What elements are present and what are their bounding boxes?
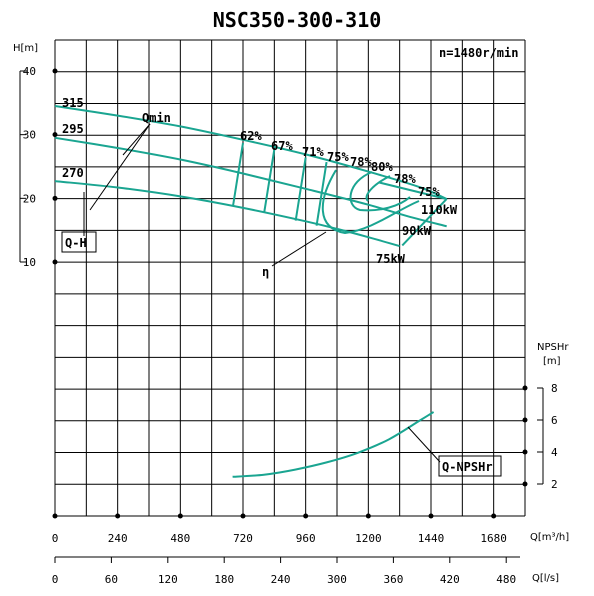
efficiency-tick: [315, 161, 328, 226]
x2-tick-label: 180: [214, 573, 234, 586]
x-tick-dot: [491, 513, 497, 519]
leader-lines: [83, 123, 441, 463]
eta-label: η: [262, 265, 269, 279]
x2-tick-label: 420: [440, 573, 460, 586]
efficiency-label-78a: 78%: [350, 155, 372, 169]
x-tick-dot: [52, 513, 58, 519]
qmin-label: Qmin: [142, 111, 171, 125]
q-h-end-connector: [378, 181, 447, 200]
q-h-box: [61, 231, 97, 253]
x-tick-dot: [115, 513, 121, 519]
efficiency-tick: [263, 149, 276, 212]
y-tick-dot: [52, 259, 58, 265]
efficiency-label-75b: 75%: [418, 185, 440, 199]
efficiency-contour-75: [321, 169, 420, 235]
x2-tick-label: 120: [158, 573, 178, 586]
efficiency-contour-78: [349, 171, 411, 212]
y2-tick-dot: [522, 385, 528, 391]
power-curve-75kw: [401, 198, 448, 247]
x-axis-label: Q[m³/h]: [530, 532, 569, 543]
y-tick-dot: [52, 195, 58, 201]
x2-axis-label: Q[l/s]: [532, 573, 559, 584]
curves: [54, 105, 448, 478]
power-label-75kw: 75kW: [376, 252, 406, 266]
y-tick-label: 10: [23, 256, 36, 269]
y2-axis-label: NPSHr: [537, 342, 569, 353]
efficiency-tick: [232, 142, 244, 207]
speed-label: n=1480r/min: [439, 46, 518, 60]
y-axis-label: H[m]: [13, 43, 38, 54]
x2-tick-label: 300: [327, 573, 347, 586]
q-npshr-label: Q-NPSHr: [442, 460, 493, 474]
y-tick-label: 30: [23, 129, 36, 142]
efficiency-label-67: 67%: [271, 139, 293, 153]
q-h-label: Q-H: [65, 236, 87, 250]
efficiency-label-71: 71%: [302, 145, 324, 159]
x-tick-label: 240: [108, 532, 128, 545]
power-label-90kw: 90kW: [402, 224, 432, 238]
y2-tick-dot: [522, 481, 528, 487]
x-tick-dot: [428, 513, 434, 519]
x2-tick-label: 480: [496, 573, 516, 586]
efficiency-contours: [321, 169, 420, 235]
y2-tick-dot: [522, 417, 528, 423]
npshr-curve: [232, 411, 435, 478]
x-tick-label: 1680: [480, 532, 507, 545]
x-tick-label: 0: [52, 532, 59, 545]
chart-title: NSC350-300-310: [213, 8, 382, 32]
x2-tick-label: 240: [271, 573, 291, 586]
y-tick-label: 40: [23, 65, 36, 78]
y-tick-dot: [52, 68, 58, 74]
grid: [54, 39, 526, 517]
x-tick-dot: [365, 513, 371, 519]
efficiency-label-62: 62%: [240, 129, 262, 143]
x-tick-label: 1200: [355, 532, 382, 545]
efficiency-label-78b: 78%: [394, 172, 416, 186]
y-tick-dot: [52, 132, 58, 138]
y2-tick-dot: [522, 449, 528, 455]
qh-curve-315: [54, 105, 448, 200]
qh-curve-270: [54, 180, 400, 248]
y2-tick-label: 2: [551, 478, 558, 491]
x2-tick-label: 60: [105, 573, 118, 586]
y-tick-label: 20: [23, 192, 36, 205]
efficiency-contour-80: [365, 175, 391, 202]
qh-curve-295: [54, 136, 447, 228]
efficiency-label-75a: 75%: [327, 150, 349, 164]
axes: H[m] NPSHr [m] Q[m³/h] Q[l/s] n=1480r/mi…: [13, 43, 569, 584]
x-tick-label: 960: [296, 532, 316, 545]
curve-label-270: 270: [62, 166, 84, 180]
power-label-110kw: 110kW: [421, 203, 458, 217]
curve-label-315: 315: [62, 96, 84, 110]
x-tick-label: 720: [233, 532, 253, 545]
x-tick-label: 1440: [418, 532, 445, 545]
x2-tick-label: 0: [52, 573, 59, 586]
curve-label-295: 295: [62, 122, 84, 136]
x-tick-dot: [240, 513, 246, 519]
x2-tick-label: 360: [383, 573, 403, 586]
y2-axis-unit: [m]: [543, 356, 561, 367]
x-tick-dot: [303, 513, 309, 519]
y2-tick-label: 8: [551, 382, 558, 395]
x-tick-dot: [177, 513, 183, 519]
q-npshr-box: [438, 455, 502, 477]
y2-tick-label: 6: [551, 414, 558, 427]
x-tick-label: 480: [170, 532, 190, 545]
efficiency-label-80: 80%: [371, 160, 393, 174]
annotations: 315 295 270 Qmin Q-H η Q-NPSHr 62% 67% 7…: [62, 96, 493, 474]
efficiency-tick: [294, 157, 307, 221]
y2-tick-label: 4: [551, 446, 558, 459]
